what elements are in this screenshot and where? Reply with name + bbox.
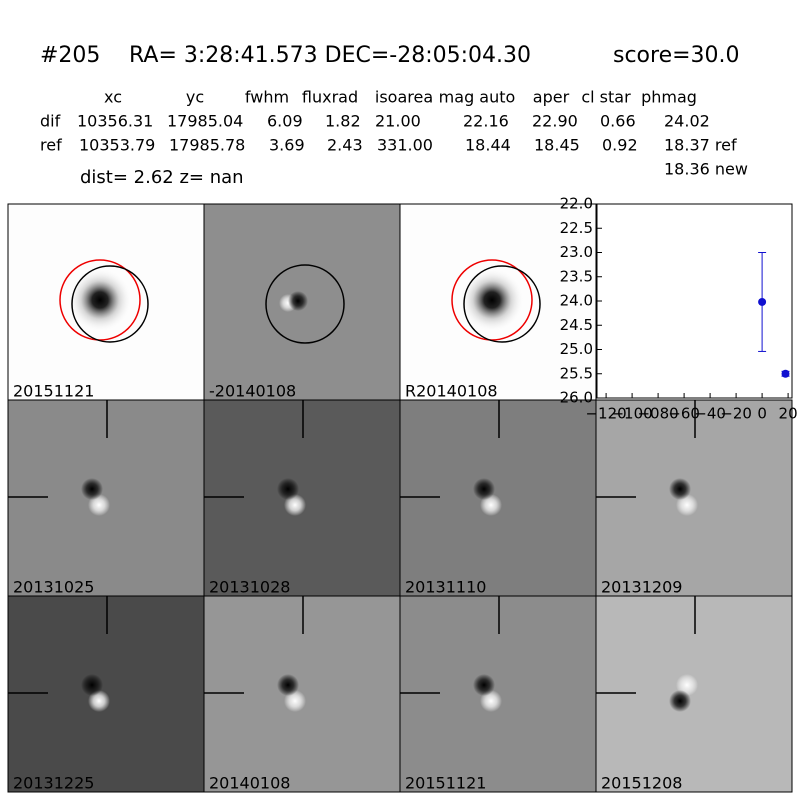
aperture [71, 265, 149, 343]
y-tick-label: 22.5 [560, 219, 593, 237]
table-cell: 22.90 [532, 112, 578, 131]
panel-label: R20140108 [405, 382, 498, 401]
column-header: xc [104, 88, 122, 107]
y-tick-label: 25.0 [560, 340, 593, 358]
residual-dark [669, 478, 691, 500]
residual-dark [81, 674, 103, 696]
column-header: isoarea [375, 88, 433, 107]
table-cell: 17985.04 [167, 112, 243, 131]
residual-dark [669, 690, 691, 712]
table-cell: 0.92 [602, 136, 638, 155]
column-header: phmag [641, 88, 697, 107]
residual-dark [288, 291, 308, 311]
star [68, 268, 132, 332]
score: score=30.0 [613, 43, 740, 68]
object-id: #205 [40, 43, 100, 68]
x-tick-label: −100 [611, 405, 652, 423]
panel-label: 20131025 [13, 578, 94, 597]
y-tick-label: 22.0 [560, 195, 593, 213]
table-cell: 18.44 [465, 136, 511, 155]
point [758, 297, 767, 306]
y-tick-label: 24.0 [560, 292, 593, 310]
panel-label: 20140108 [209, 774, 290, 793]
column-header: fwhm [245, 88, 289, 107]
table-cell: 10353.79 [79, 136, 155, 155]
x-tick-label: −080 [637, 405, 678, 423]
y-tick-label: 23.5 [560, 267, 593, 285]
aperture [463, 265, 541, 343]
dist-line: dist= 2.62 z= nan [80, 167, 244, 188]
panel-label: 20131110 [405, 578, 486, 597]
x-tick-label: 20 [779, 405, 798, 423]
panel-label: 20151208 [601, 774, 682, 793]
table-cell: 0.66 [600, 112, 636, 131]
y-tick-label: 24.5 [560, 316, 593, 334]
x-tick-label: −40 [694, 405, 726, 423]
coordinates: RA= 3:28:41.573 DEC=-28:05:04.30 [129, 43, 531, 68]
table-cell: 3.69 [269, 136, 305, 155]
column-header: yc [186, 88, 204, 107]
table-cell: dif [40, 112, 61, 131]
panel-label: -20140108 [209, 382, 296, 401]
residual-dark [473, 478, 495, 500]
x-tick-label: −20 [720, 405, 752, 423]
x-tick-label: 0 [757, 405, 767, 423]
x-tick-label: −120 [585, 405, 626, 423]
y-tick-label: 26.0 [560, 389, 593, 407]
aperture [265, 264, 345, 344]
point [781, 369, 790, 378]
table-cell: 21.00 [375, 112, 421, 131]
column-header: mag auto [439, 88, 516, 107]
residual-dark [81, 478, 103, 500]
table-cell: ref [40, 136, 62, 155]
residual-dark [277, 478, 299, 500]
table-cell: 18.45 [534, 136, 580, 155]
y-tick-label: 25.5 [560, 364, 593, 382]
table-cell: 24.02 [664, 112, 710, 131]
star [460, 268, 524, 332]
panel-label: 20131209 [601, 578, 682, 597]
table-cell: 18.37 ref [664, 136, 737, 155]
panel-label: 20151121 [13, 382, 94, 401]
table-cell: 6.09 [267, 112, 303, 131]
panel-label: 20151121 [405, 774, 486, 793]
table-cell: 10356.31 [77, 112, 153, 131]
phmag-new: 18.36 new [664, 160, 748, 179]
column-header: fluxrad [302, 88, 358, 107]
table-cell: 331.00 [377, 136, 433, 155]
x-tick-label: −60 [668, 405, 700, 423]
cutout [595, 595, 793, 793]
column-header: cl star [581, 88, 631, 107]
table-cell: 17985.78 [169, 136, 245, 155]
residual-dark [473, 674, 495, 696]
residual-dark [277, 674, 299, 696]
table-cell: 1.82 [325, 112, 361, 131]
panel-label: 20131225 [13, 774, 94, 793]
table-cell: 22.16 [463, 112, 509, 131]
panel-label: 20131028 [209, 578, 290, 597]
column-header: aper [533, 88, 570, 107]
y-tick-label: 23.0 [560, 243, 593, 261]
table-cell: 2.43 [327, 136, 363, 155]
